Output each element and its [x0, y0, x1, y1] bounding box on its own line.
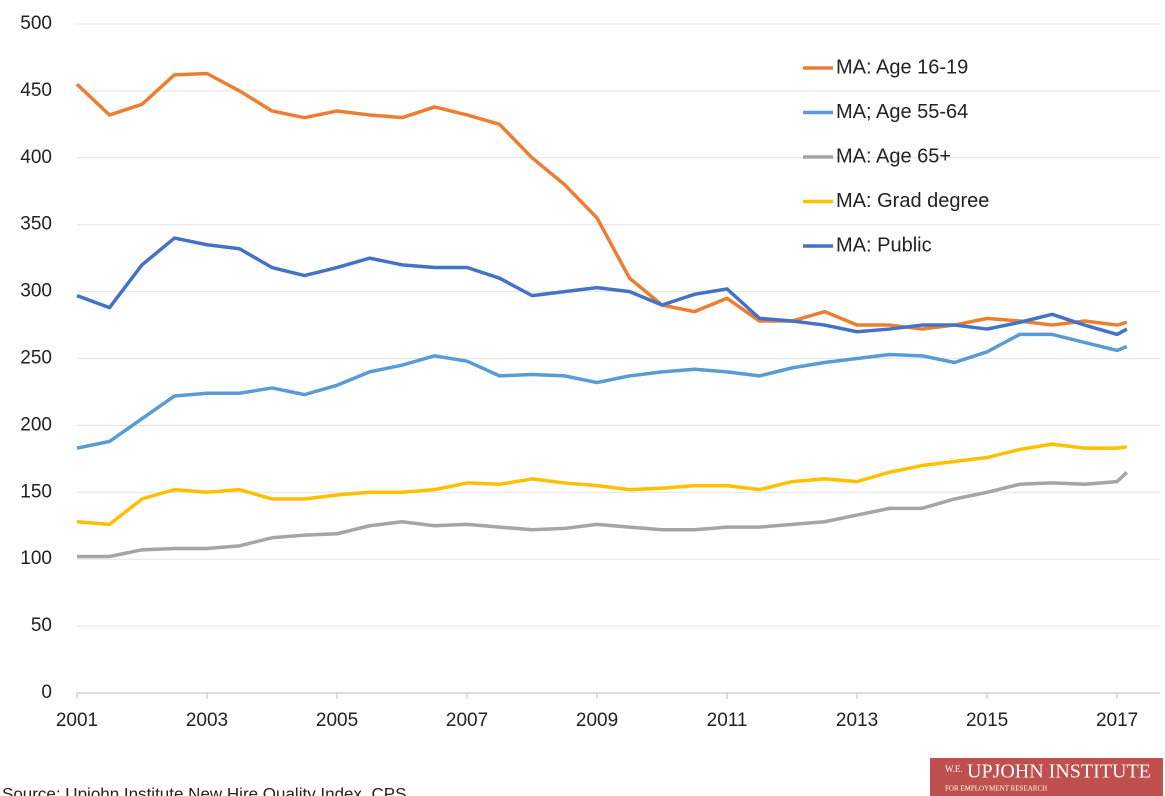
logo-prefix: W.E.: [945, 764, 963, 774]
legend-label: MA: Age 65+: [836, 145, 951, 167]
series-line: [76, 442, 1128, 527]
y-tick-label: 450: [20, 80, 52, 101]
legend-label: MA; Age 55-64: [836, 101, 968, 123]
x-tick-label: 2005: [316, 710, 358, 731]
y-tick-label: 350: [20, 214, 52, 235]
legend-label: MA: Grad degree: [836, 190, 989, 212]
series-line: [76, 236, 1128, 337]
legend-label: MA: Age 16-19: [836, 56, 968, 78]
y-tick-label: 400: [20, 147, 52, 168]
x-tick-label: 2009: [576, 710, 618, 731]
source: Source: Upjohn Institute New Hire Qualit…: [2, 784, 406, 796]
legend-label: MA: Public: [836, 234, 932, 256]
y-tick-label: 500: [20, 13, 52, 34]
x-tick-label: 2015: [966, 710, 1008, 731]
x-tick-label: 2007: [446, 710, 488, 731]
y-tick-label: 100: [20, 548, 52, 569]
series-line: [77, 470, 1129, 559]
x-tick-label: 2011: [707, 710, 748, 731]
logo-name: UPJOHN INSTITUTE: [967, 761, 1151, 783]
y-tick-label: 0: [41, 682, 52, 703]
y-tick-label: 150: [20, 481, 52, 502]
logo-box: [930, 758, 1163, 796]
x-tick-label: 2013: [836, 710, 878, 731]
x-tick-label: 2001: [56, 710, 98, 731]
x-tick-label: 2003: [186, 710, 228, 731]
y-tick-label: 250: [20, 348, 52, 369]
y-tick-label: 50: [31, 615, 52, 636]
series-line: [75, 71, 1128, 331]
series-line: [76, 332, 1128, 450]
logo-tagline: FOR EMPLOYMENT RESEARCH: [945, 785, 1047, 793]
y-tick-label: 300: [20, 281, 52, 302]
x-tick-label: 2017: [1096, 710, 1138, 731]
y-tick-label: 200: [20, 414, 52, 435]
